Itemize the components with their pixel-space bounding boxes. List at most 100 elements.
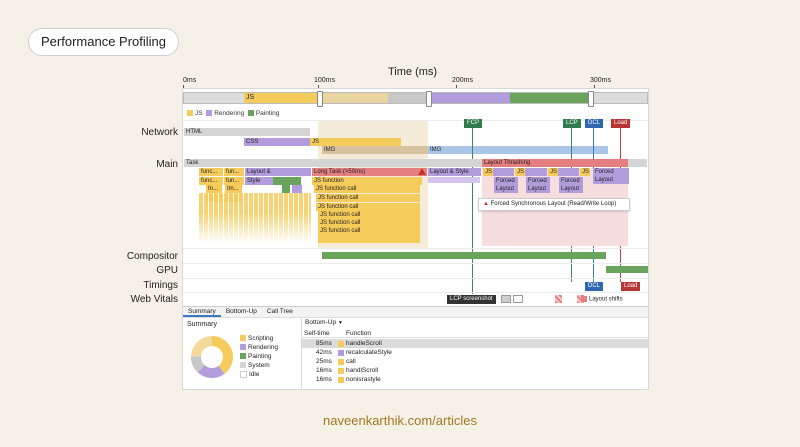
- flame-stubs: [199, 193, 311, 243]
- track-network: Network: [141, 127, 178, 138]
- rendering-swatch: [240, 344, 246, 351]
- load-marker[interactable]: Load: [611, 119, 631, 128]
- network-html[interactable]: HTML: [184, 128, 310, 136]
- thrash-render[interactable]: [525, 168, 547, 176]
- screenshot-thumb[interactable]: [501, 295, 511, 303]
- bottom-up-table: 85ms handleScroll 42ms recalculateStyle …: [302, 339, 648, 384]
- network-css[interactable]: CSS: [244, 138, 310, 146]
- compositor-bar[interactable]: [322, 252, 606, 259]
- thrash-js[interactable]: JS: [483, 168, 493, 176]
- legend-painting: Painting: [255, 110, 280, 117]
- js-function[interactable]: JS function: [312, 177, 422, 185]
- table-row[interactable]: 16ms handlScroll: [302, 366, 648, 375]
- divider: [183, 248, 648, 249]
- main-task[interactable]: Task: [184, 159, 647, 167]
- lcp-screenshot[interactable]: LCP screenshot: [447, 295, 496, 304]
- flame-func[interactable]: func...: [199, 168, 223, 176]
- row-time: 16ms: [316, 367, 332, 374]
- layout-shift-mark[interactable]: [555, 295, 562, 303]
- footer-link[interactable]: naveenkarthik.com/articles: [323, 413, 477, 428]
- timings-dcl[interactable]: DCL: [585, 282, 604, 291]
- layout-thrashing[interactable]: Layout Thrashing: [482, 159, 628, 167]
- layout-label: Layout: [496, 186, 515, 192]
- summary-legend: Scripting Rendering Painting System Idle: [240, 334, 278, 379]
- dropdown-label: Bottom-Up: [305, 319, 337, 326]
- table-row[interactable]: 85ms handleScroll: [302, 339, 648, 348]
- thrash-js[interactable]: JS: [515, 168, 525, 176]
- timings-load[interactable]: Load: [621, 282, 641, 291]
- flame-paint[interactable]: [273, 177, 301, 185]
- forced-label: Forced: [561, 178, 580, 184]
- flame-in[interactable]: In...: [206, 185, 222, 193]
- network-img-2[interactable]: IMG: [428, 146, 608, 154]
- row-time: 42ms: [316, 349, 332, 356]
- screenshot-thumb[interactable]: [513, 295, 523, 303]
- js-function-call[interactable]: JS function call: [314, 185, 420, 193]
- tick-mark: [456, 85, 457, 90]
- dcl-marker[interactable]: DCL: [585, 119, 604, 128]
- row-function: nonisrastyle: [346, 376, 381, 383]
- js-function-call[interactable]: JS function call: [318, 227, 420, 235]
- forced-layout-3[interactable]: Forced Layout: [559, 177, 583, 193]
- bottom-tabs: Summary Bottom-Up Call Tree: [183, 307, 648, 318]
- donut-rendering: [191, 336, 233, 378]
- col-self-time[interactable]: Self-time: [304, 330, 330, 337]
- flame-layout-style-2[interactable]: Layout & Style: [428, 168, 481, 176]
- flame-im[interactable]: Im...: [225, 185, 242, 193]
- thrash-render[interactable]: [558, 168, 579, 176]
- fcp-marker[interactable]: FCP: [464, 119, 482, 128]
- chevron-down-icon: ▼: [337, 320, 343, 326]
- lcp-marker[interactable]: LCP: [563, 119, 581, 128]
- thrash-render[interactable]: [493, 168, 514, 176]
- warning-icon: [418, 168, 426, 175]
- flame-fun[interactable]: fun...: [224, 168, 244, 176]
- rendering-swatch: [206, 110, 213, 117]
- network-img-1[interactable]: IMG: [322, 146, 428, 154]
- forced-layout-1[interactable]: Forced Layout: [494, 177, 518, 193]
- tick-mark: [318, 85, 319, 90]
- js-function-call-deep[interactable]: [318, 235, 420, 243]
- js-function-call[interactable]: JS function call: [316, 194, 420, 202]
- flame-layout-style[interactable]: Layout &: [245, 168, 311, 176]
- range-handle-mid[interactable]: [426, 91, 432, 107]
- js-function-call[interactable]: JS function call: [318, 219, 420, 227]
- flame-render-small[interactable]: [292, 185, 302, 193]
- long-task[interactable]: Long Task (>50ms): [312, 168, 427, 176]
- flame-func[interactable]: func...: [199, 177, 223, 185]
- tab-summary[interactable]: Summary: [183, 307, 221, 317]
- table-row[interactable]: 25ms call: [302, 357, 648, 366]
- overview-rendering: [428, 93, 510, 103]
- flame-style[interactable]: Style: [245, 177, 273, 185]
- timeline-overview[interactable]: JS: [183, 91, 648, 107]
- network-js[interactable]: JS: [310, 138, 401, 146]
- range-handle-left[interactable]: [317, 91, 323, 107]
- layout-shift-mark[interactable]: [577, 295, 584, 303]
- forced-label: Forced: [496, 178, 515, 184]
- tab-call-tree[interactable]: Call Tree: [266, 308, 293, 315]
- col-function[interactable]: Function: [346, 330, 371, 337]
- tab-bottom-up[interactable]: Bottom-Up: [225, 308, 257, 315]
- track-compositor: Compositor: [126, 251, 178, 262]
- row-time: 25ms: [316, 358, 332, 365]
- bottom-up-dropdown[interactable]: Bottom-Up ▼: [305, 319, 343, 326]
- divider: [183, 278, 648, 279]
- forced-layout-2[interactable]: Forced Layout: [526, 177, 550, 193]
- thrash-js[interactable]: JS: [548, 168, 558, 176]
- divider: [183, 292, 648, 293]
- summary-idle: Idle: [249, 371, 260, 378]
- scripting-swatch: [240, 335, 246, 342]
- thrash-js[interactable]: JS: [580, 168, 590, 176]
- gpu-bar[interactable]: [606, 266, 648, 273]
- table-row[interactable]: 42ms recalculateStyle: [302, 348, 648, 357]
- overview-js: JS: [244, 93, 318, 103]
- flame-fun[interactable]: fun...: [224, 177, 244, 185]
- layout-child: [428, 177, 480, 183]
- tick-100: 100ms: [314, 77, 336, 84]
- forced-layout-4[interactable]: Forced Layout: [593, 168, 629, 184]
- js-function-call[interactable]: JS function call: [316, 203, 420, 211]
- painting-swatch: [240, 353, 246, 360]
- range-handle-right[interactable]: [588, 91, 594, 107]
- table-row[interactable]: 16ms nonisrastyle: [302, 375, 648, 384]
- flame-paint-small[interactable]: [282, 185, 290, 193]
- js-function-call[interactable]: JS function call: [318, 211, 420, 219]
